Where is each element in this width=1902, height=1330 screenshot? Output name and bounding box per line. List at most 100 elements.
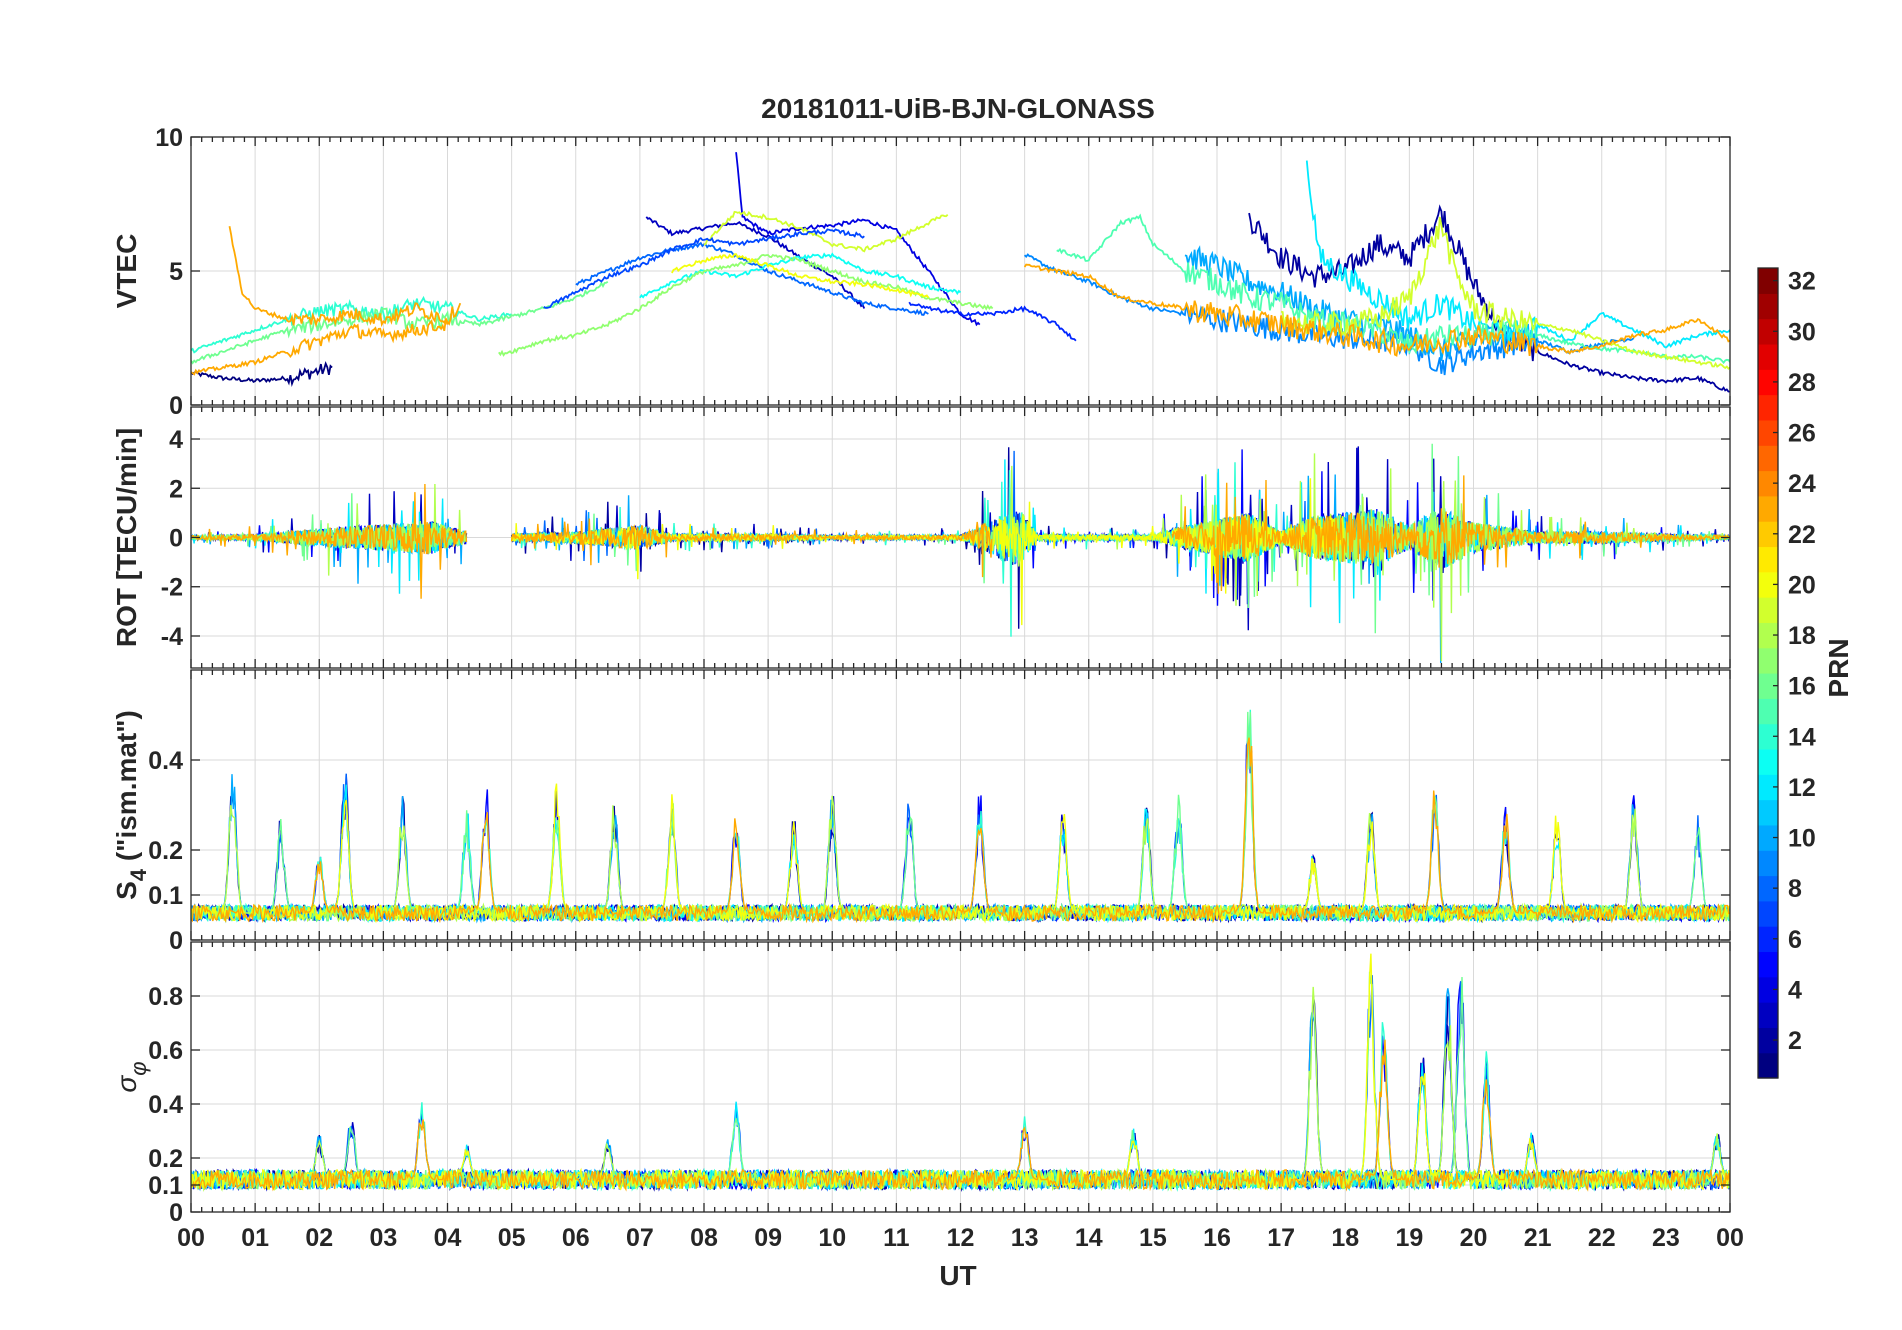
y-axis-label-main: S (111, 881, 142, 900)
y-tick-label: 0.2 (148, 1145, 183, 1173)
ticks (190, 942, 1731, 1213)
colorbar-segment (1758, 293, 1778, 320)
vtec-series-prn-23 (1023, 263, 1730, 357)
x-tick-label: 10 (818, 1224, 846, 1252)
rot-series-prn-23 (191, 483, 468, 599)
colorbar-tick-label: 24 (1788, 470, 1816, 498)
colorbar-segment (1758, 1027, 1778, 1054)
colorbar-segment (1758, 723, 1778, 750)
vtec-series-prn-4 (735, 152, 981, 327)
y-axis-label: σφ (111, 1061, 151, 1092)
x-tick-label: 01 (241, 1224, 269, 1252)
colorbar-segment (1758, 343, 1778, 370)
colorbar-tick-label: 16 (1788, 673, 1816, 701)
colorbar-tick-label: 22 (1788, 521, 1816, 549)
x-tick-label: 21 (1524, 1224, 1552, 1252)
y-axis-label-sub: 4 (126, 868, 151, 881)
series-prn-23 (191, 1039, 1730, 1192)
rot-series-prn-23 (510, 518, 993, 578)
y-tick-label: 0.4 (148, 747, 183, 775)
colorbar-tick-label: 8 (1788, 875, 1802, 903)
x-tick-label: 05 (498, 1224, 526, 1252)
colorbar-segment (1758, 647, 1778, 674)
panel-s4: 00.10.20.4S4 ("ism.mat") (111, 669, 1731, 955)
x-axis: 00 01 02 03 04 05 06 07 08 09 10 11 12 13 14 15 16 17 18 19… (177, 1224, 1744, 1252)
colorbar-segment (1758, 571, 1778, 598)
series-prn-23 (191, 737, 1730, 924)
colorbar-segment (1758, 850, 1778, 877)
x-tick-label: 07 (626, 1224, 654, 1252)
x-tick-label: 04 (434, 1224, 462, 1252)
ticks (190, 670, 1731, 941)
colorbar-segment (1758, 1052, 1778, 1079)
colorbar-tick-label: 2 (1788, 1027, 1802, 1055)
ticks (190, 136, 1731, 406)
y-tick-label: 0.6 (148, 1037, 183, 1065)
x-tick-label: 19 (1395, 1224, 1423, 1252)
plot-area (191, 152, 1730, 393)
y-tick-label: 0.2 (148, 837, 183, 865)
rot-series-prn-23 (1171, 475, 1730, 594)
plot-area (191, 953, 1730, 1193)
y-axis-label-sub: φ (126, 1061, 151, 1075)
x-tick-label: 02 (305, 1224, 333, 1252)
x-tick-label: 18 (1331, 1224, 1359, 1252)
x-tick-label: 15 (1139, 1224, 1167, 1252)
x-tick-label: 23 (1652, 1224, 1680, 1252)
x-tick-label: 06 (562, 1224, 590, 1252)
y-tick-label: -4 (161, 623, 183, 651)
colorbar-segment (1758, 369, 1778, 396)
colorbar-segment (1758, 926, 1778, 953)
y-axis-label-main: σ (111, 1075, 142, 1093)
colorbar-segment (1758, 597, 1778, 623)
colorbar-label: PRN (1823, 638, 1854, 697)
vtec-series-prn-15 (1056, 213, 1730, 365)
vtec-series-prn-19 (703, 210, 949, 253)
x-tick-label: 17 (1267, 1224, 1295, 1252)
rot-series-prn-20 (991, 478, 1346, 626)
colorbar-segment (1758, 394, 1778, 421)
vtec-series-prn-6 (908, 301, 1077, 342)
vtec-series-prn-8 (575, 241, 929, 316)
colorbar-tick-label: 4 (1788, 976, 1802, 1004)
vtec-series-prn-3 (645, 216, 866, 309)
y-axis-label: ROT [TECU/min] (111, 428, 142, 647)
colorbar-segment (1758, 521, 1778, 548)
x-tick-label: 12 (947, 1224, 975, 1252)
colorbar-segment (1758, 495, 1778, 522)
y-tick-label: 0 (169, 392, 183, 420)
colorbar-segment (1758, 951, 1778, 978)
colorbar-segment (1758, 318, 1778, 345)
x-tick-label: 00 (177, 1224, 205, 1252)
vtec-series-prn-16 (191, 280, 609, 365)
colorbar-segment (1758, 698, 1778, 725)
y-tick-label: 0.4 (148, 1091, 183, 1119)
vtec-series-prn-23 (228, 226, 462, 328)
colorbar-segment (1758, 470, 1778, 497)
panel-vtec: 0 5 10 VTEC (111, 124, 1731, 420)
y-axis-label: S4 ("ism.mat") (111, 710, 151, 900)
colorbar-tick-label: 12 (1788, 774, 1816, 802)
vtec-series-prn-1 (191, 360, 333, 388)
colorbar-segment (1758, 622, 1778, 649)
vtec-series-prn-20 (671, 253, 930, 299)
ticks (190, 407, 1731, 668)
colorbar-tick-label: 18 (1788, 622, 1816, 650)
y-tick-label: 0 (169, 1199, 183, 1227)
vtec-series-prn-2 (1248, 204, 1730, 393)
colorbar-tick-label: 28 (1788, 369, 1816, 397)
colorbar-tick-label: 6 (1788, 926, 1802, 954)
colorbar-segment (1758, 268, 1778, 294)
y-tick-label: 0.1 (148, 882, 183, 910)
x-tick-label: 09 (754, 1224, 782, 1252)
colorbar-segment (1758, 1002, 1778, 1028)
rot-series-prn-18 (1171, 453, 1730, 662)
y-tick-label: -2 (161, 574, 183, 602)
x-axis-label: UT (939, 1260, 976, 1291)
y-tick-label: 0 (169, 525, 183, 553)
colorbar-tick-label: 14 (1788, 723, 1816, 751)
colorbar-segment (1758, 774, 1778, 801)
colorbar-frame (1757, 267, 1779, 1079)
